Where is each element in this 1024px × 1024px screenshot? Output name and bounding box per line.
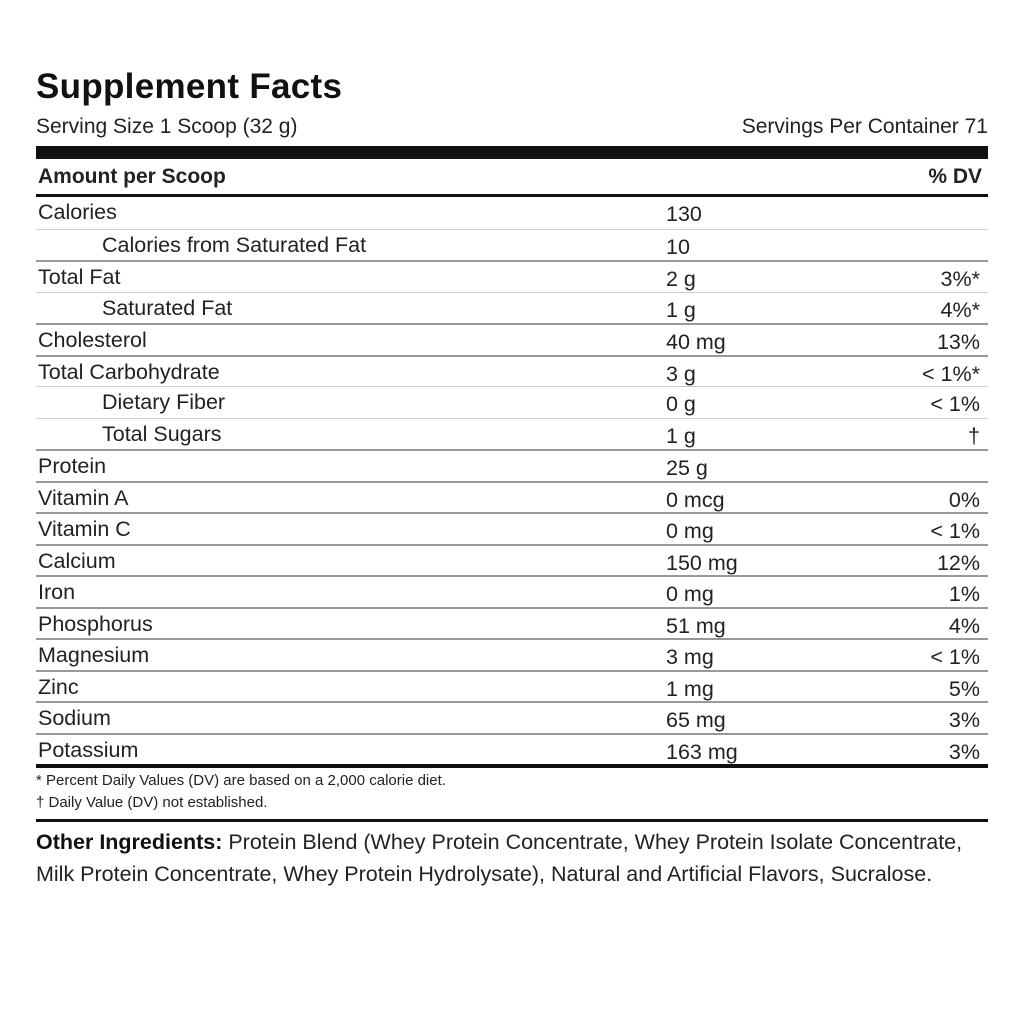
- nutrient-name: Vitamin C: [38, 517, 131, 541]
- nutrient-name: Dietary Fiber: [102, 390, 226, 414]
- nutrient-dv: 3%: [948, 708, 980, 732]
- table-row: Zinc 1 mg 5%: [36, 669, 988, 702]
- nutrient-amount: 163 mg: [666, 739, 738, 764]
- table-row: Vitamin A 0 mcg 0%: [36, 480, 988, 513]
- table-row: Cholesterol 40 mg 13%: [36, 323, 988, 355]
- nutrient-amount: 40 mg: [666, 330, 726, 354]
- nutrient-name: Magnesium: [38, 643, 150, 667]
- nutrient-amount: 65 mg: [666, 708, 726, 732]
- nutrient-dv: 1%: [948, 582, 980, 606]
- supplement-facts-panel: Supplement Facts Serving Size 1 Scoop (3…: [36, 66, 988, 890]
- nutrient-name: Vitamin A: [38, 485, 129, 510]
- nutrient-name: Cholesterol: [38, 328, 147, 352]
- footnotes: * Percent Daily Values (DV) are based on…: [36, 770, 988, 814]
- nutrient-amount: 10: [666, 234, 690, 259]
- nutrient-amount: 25 g: [666, 456, 708, 480]
- nutrient-name: Total Carbohydrate: [38, 359, 220, 384]
- nutrient-amount: 3 g: [666, 361, 696, 386]
- other-ingredients-label: Other Ingredients:: [36, 830, 223, 854]
- serving-info: Serving Size 1 Scoop (32 g) Servings Per…: [36, 114, 988, 140]
- table-row: Total Carbohydrate 3 g < 1%*: [36, 354, 988, 387]
- thick-divider: [36, 146, 988, 159]
- nutrient-name: Calories from Saturated Fat: [102, 232, 367, 257]
- nutrient-amount: 1 mg: [666, 676, 714, 701]
- serving-size: Serving Size 1 Scoop (32 g): [36, 115, 298, 138]
- other-ingredients: Other Ingredients: Protein Blend (Whey P…: [36, 827, 988, 890]
- table-row: Total Sugars 1 g †: [36, 417, 988, 450]
- dv-header: % DV: [928, 165, 982, 188]
- nutrient-dv: 3%: [948, 739, 980, 764]
- nutrient-dv: < 1%: [930, 392, 980, 416]
- table-row: Sodium 65 mg 3%: [36, 701, 988, 733]
- bottom-divider: [36, 764, 988, 768]
- servings-per-container: Servings Per Container 71: [741, 115, 988, 138]
- nutrient-dv: < 1%: [930, 519, 980, 543]
- nutrient-name: Iron: [38, 580, 76, 604]
- nutrient-amount: 1 g: [666, 423, 696, 448]
- nutrient-dv: 3%*: [940, 267, 980, 291]
- nutrient-dv: 4%*: [940, 297, 980, 322]
- nutrient-amount: 51 mg: [666, 613, 726, 638]
- table-row: Calories 130: [36, 197, 988, 229]
- nutrient-amount: 0 mg: [666, 582, 714, 606]
- nutrient-amount: 130: [666, 202, 702, 226]
- table-row: Saturated Fat 1 g 4%*: [36, 291, 988, 324]
- nutrient-amount: 0 mg: [666, 519, 714, 543]
- table-row: Total Fat 2 g 3%*: [36, 260, 988, 292]
- table-row: Vitamin C 0 mg < 1%: [36, 512, 988, 544]
- nutrient-dv: < 1%*: [922, 361, 980, 386]
- nutrient-amount: 1 g: [666, 297, 696, 322]
- footnote-dv: * Percent Daily Values (DV) are based on…: [36, 772, 446, 789]
- nutrient-name: Total Sugars: [102, 421, 222, 446]
- nutrient-name: Saturated Fat: [102, 295, 233, 320]
- table-row: Potassium 163 mg 3%: [36, 732, 988, 765]
- amount-header: Amount per Scoop: [38, 165, 226, 188]
- nutrient-dv: †: [968, 423, 980, 448]
- nutrient-name: Protein: [38, 454, 107, 478]
- nutrient-name: Phosphorus: [38, 611, 153, 636]
- nutrient-amount: 3 mg: [666, 645, 714, 669]
- other-ingredients-text: Protein Blend (Whey Protein Concentrate,…: [36, 830, 963, 886]
- nutrient-dv: 0%: [948, 487, 980, 512]
- table-row: Magnesium 3 mg < 1%: [36, 638, 988, 670]
- nutrient-dv: 4%: [948, 613, 980, 638]
- nutrient-name: Potassium: [38, 737, 139, 762]
- nutrient-name: Zinc: [38, 674, 79, 699]
- nutrient-name: Calories: [38, 200, 117, 224]
- nutrient-name: Sodium: [38, 706, 111, 730]
- nutrient-dv: < 1%: [930, 645, 980, 669]
- footnote-dagger: † Daily Value (DV) not established.: [36, 794, 268, 811]
- table-row: Dietary Fiber 0 g < 1%: [36, 386, 988, 418]
- table-header: Amount per Scoop % DV: [36, 159, 988, 197]
- nutrient-dv: 12%: [936, 550, 980, 575]
- nutrient-name: Total Fat: [38, 265, 121, 289]
- table-row: Calcium 150 mg 12%: [36, 543, 988, 576]
- table-row: Iron 0 mg 1%: [36, 575, 988, 607]
- nutrient-name: Calcium: [38, 548, 116, 573]
- nutrient-dv: 13%: [936, 330, 980, 354]
- nutrient-amount: 2 g: [666, 267, 696, 291]
- footnote-divider: [36, 819, 988, 822]
- nutrient-amount: 0 mcg: [666, 487, 725, 512]
- nutrient-dv: 5%: [948, 676, 980, 701]
- nutrient-amount: 150 mg: [666, 550, 738, 575]
- table-row: Calories from Saturated Fat 10: [36, 228, 988, 261]
- table-row: Protein 25 g: [36, 449, 988, 481]
- nutrient-amount: 0 g: [666, 392, 696, 416]
- nutrient-table: Calories 130 Calories from Saturated Fat 10…: [36, 197, 988, 764]
- table-row: Phosphorus 51 mg 4%: [36, 606, 988, 639]
- panel-title: Supplement Facts: [36, 67, 343, 106]
